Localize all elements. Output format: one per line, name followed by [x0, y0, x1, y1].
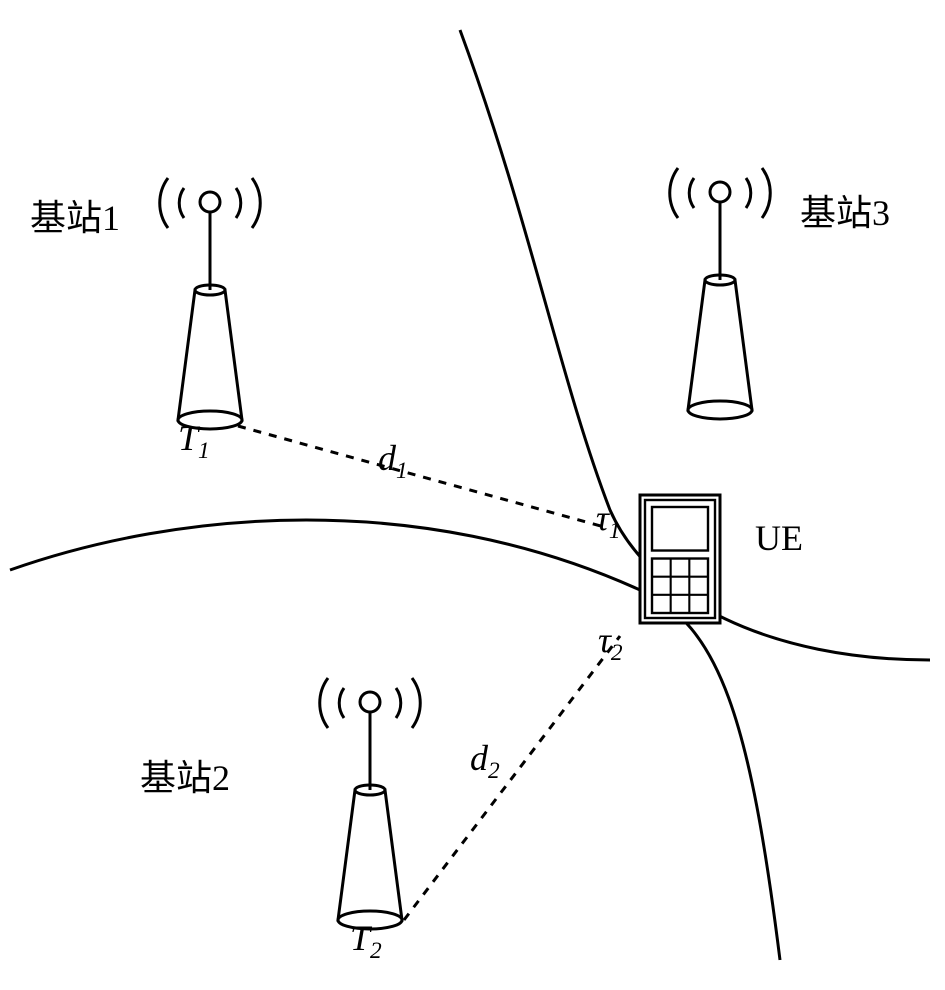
- bs3-label: 基站3: [800, 193, 890, 233]
- ue-screen: [652, 507, 708, 551]
- bs1-label: 基站1: [30, 198, 120, 238]
- bs2-antenna: [360, 692, 380, 712]
- canvas-bg: [0, 0, 945, 990]
- bs3-base: [688, 401, 752, 419]
- ue-device: [640, 495, 720, 623]
- bs1-antenna: [200, 192, 220, 212]
- bs2-label: 基站2: [140, 758, 230, 798]
- ue-label: UE: [755, 518, 803, 558]
- bs3-antenna: [710, 182, 730, 202]
